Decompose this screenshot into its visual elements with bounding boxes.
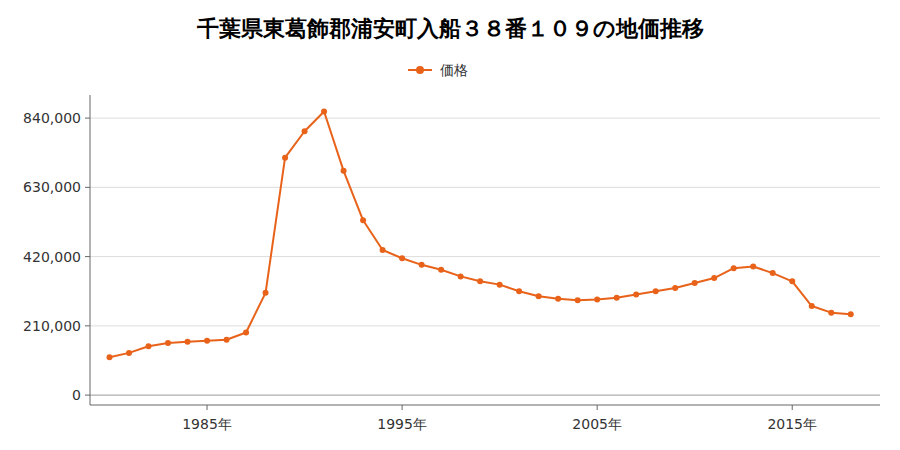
marker: [789, 278, 795, 284]
x-tick-label: 1995年: [377, 416, 427, 432]
marker: [360, 217, 366, 223]
marker: [458, 273, 464, 279]
marker: [224, 337, 230, 343]
marker: [809, 303, 815, 309]
marker: [146, 343, 152, 349]
x-tick-label: 1985年: [182, 416, 232, 432]
marker: [302, 128, 308, 134]
chart: 千葉県東葛飾郡浦安町入船３８番１０９の地価推移 0 210,000 420,000 63…: [0, 0, 900, 450]
marker: [263, 290, 269, 296]
marker: [614, 295, 620, 301]
marker: [204, 338, 210, 344]
marker: [731, 265, 737, 271]
y-tick-label: 630,000: [23, 179, 81, 195]
legend-label: 価格: [440, 62, 468, 78]
marker: [770, 270, 776, 276]
marker: [575, 297, 581, 303]
marker: [419, 262, 425, 268]
x-axis-line: [90, 405, 880, 406]
marker: [594, 296, 600, 302]
legend: 価格: [408, 62, 468, 78]
marker: [555, 296, 561, 302]
marker: [672, 285, 678, 291]
marker: [828, 310, 834, 316]
grid-line: [90, 118, 880, 119]
x-tick-label: 2005年: [572, 416, 622, 432]
plot-area: [107, 108, 854, 360]
y-tick: [85, 256, 90, 257]
title: 千葉県東葛飾郡浦安町入船３８番１０９の地価推移: [196, 16, 704, 41]
y-tick-label: 420,000: [23, 249, 81, 265]
marker: [750, 263, 756, 269]
marker: [438, 267, 444, 273]
marker: [848, 311, 854, 317]
grid-line: [90, 325, 880, 326]
y-tick: [85, 395, 90, 396]
y-tick-label: 210,000: [23, 318, 81, 334]
marker: [692, 280, 698, 286]
legend-marker: [416, 66, 424, 74]
marker: [536, 293, 542, 299]
x-tick: [402, 405, 403, 410]
marker: [399, 255, 405, 261]
y-tick: [85, 325, 90, 326]
y-tick: [85, 118, 90, 119]
marker: [321, 108, 327, 114]
marker: [185, 339, 191, 345]
marker: [653, 288, 659, 294]
x-tick: [792, 405, 793, 410]
marker: [165, 340, 171, 346]
marker: [516, 288, 522, 294]
grid-line: [90, 256, 880, 257]
x-tick: [597, 405, 598, 410]
marker: [126, 350, 132, 356]
line: [110, 111, 851, 357]
y-tick: [85, 187, 90, 188]
y-tick-label: 840,000: [23, 110, 81, 126]
marker: [633, 292, 639, 298]
marker: [282, 155, 288, 161]
x-tick-label: 2015年: [767, 416, 817, 432]
x-tick: [207, 405, 208, 410]
grid-line: [90, 395, 880, 396]
marker: [243, 329, 249, 335]
y-axis-line: [90, 95, 91, 405]
marker: [107, 354, 113, 360]
marker: [341, 168, 347, 174]
y-tick-label: 0: [72, 387, 81, 403]
marker: [711, 275, 717, 281]
marker: [380, 247, 386, 253]
grid: [90, 118, 880, 395]
grid-line: [90, 187, 880, 188]
marker: [497, 282, 503, 288]
marker: [477, 278, 483, 284]
